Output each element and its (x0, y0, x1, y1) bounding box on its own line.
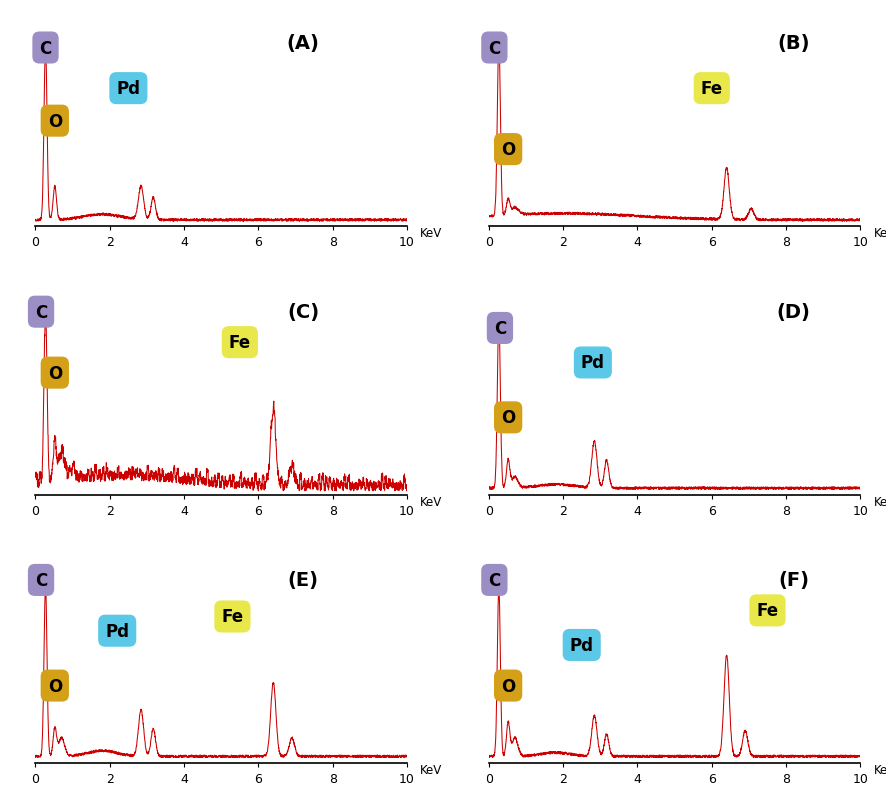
Text: C: C (35, 571, 47, 589)
Text: Pd: Pd (116, 80, 140, 98)
Text: KeV: KeV (420, 227, 442, 240)
Text: C: C (487, 39, 500, 58)
Text: Fe: Fe (700, 80, 722, 98)
Text: O: O (48, 112, 62, 131)
Text: (A): (A) (286, 35, 319, 53)
Text: KeV: KeV (420, 763, 442, 776)
Text: (E): (E) (287, 570, 318, 589)
Text: (D): (D) (775, 302, 810, 321)
Text: KeV: KeV (420, 495, 442, 508)
Text: C: C (35, 304, 47, 321)
Text: O: O (48, 365, 62, 382)
Text: O: O (501, 677, 515, 695)
Text: (C): (C) (287, 302, 319, 321)
Text: Pd: Pd (569, 636, 593, 654)
Text: Fe: Fe (229, 334, 251, 352)
Text: Fe: Fe (222, 608, 243, 626)
Text: KeV: KeV (873, 495, 886, 508)
Text: C: C (39, 39, 51, 58)
Text: KeV: KeV (873, 227, 886, 240)
Text: Pd: Pd (580, 354, 604, 372)
Text: C: C (487, 571, 500, 589)
Text: KeV: KeV (873, 763, 886, 776)
Text: (F): (F) (777, 570, 808, 589)
Text: O: O (48, 677, 62, 695)
Text: O: O (501, 409, 515, 427)
Text: C: C (494, 320, 506, 337)
Text: (B): (B) (776, 35, 809, 53)
Text: Pd: Pd (105, 622, 129, 640)
Text: Fe: Fe (756, 601, 778, 620)
Text: O: O (501, 141, 515, 159)
